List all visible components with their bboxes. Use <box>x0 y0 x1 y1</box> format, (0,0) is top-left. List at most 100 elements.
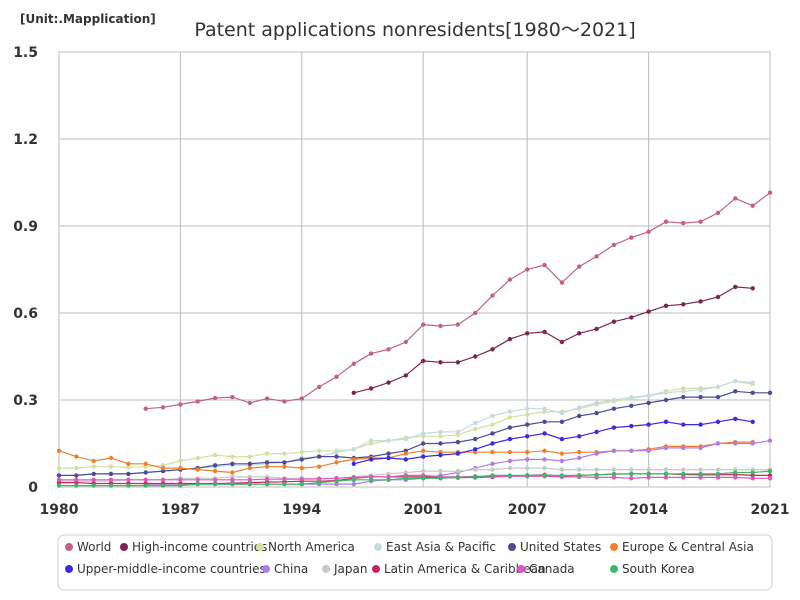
data-point <box>646 393 651 398</box>
data-point <box>594 410 599 416</box>
data-point <box>611 406 617 411</box>
data-point <box>594 467 599 472</box>
data-point <box>611 397 617 403</box>
data-point <box>403 457 408 462</box>
data-point <box>629 448 634 453</box>
data-point <box>490 473 495 478</box>
data-point <box>56 465 62 471</box>
legend-item: South Korea <box>610 562 695 576</box>
series-line <box>59 467 770 482</box>
data-point <box>698 467 703 472</box>
data-point <box>507 473 513 478</box>
y-tick-label: 0 <box>28 480 38 496</box>
data-point <box>646 448 651 453</box>
data-point <box>230 394 235 400</box>
x-tick-label: 1987 <box>161 502 200 518</box>
data-point <box>577 434 582 439</box>
data-point <box>455 451 461 456</box>
data-point <box>126 483 131 488</box>
data-point <box>646 422 651 427</box>
legend-marker <box>372 565 380 573</box>
data-point <box>577 413 582 419</box>
legend-marker <box>65 543 73 551</box>
data-point <box>473 354 478 359</box>
data-point <box>629 471 634 477</box>
data-point <box>421 454 426 459</box>
data-point <box>368 457 374 462</box>
data-point <box>733 470 738 475</box>
legend-label: World <box>77 540 111 554</box>
data-point <box>611 425 617 430</box>
data-point <box>160 465 166 471</box>
data-point <box>108 455 114 461</box>
data-point <box>351 447 356 452</box>
data-point <box>143 461 148 466</box>
data-point <box>247 465 252 471</box>
data-point <box>698 387 703 393</box>
data-point <box>507 409 513 414</box>
data-point <box>230 461 235 466</box>
data-point <box>490 413 495 419</box>
data-point <box>455 468 461 474</box>
data-point <box>264 481 270 487</box>
x-tick-label: 2014 <box>629 502 668 518</box>
data-point <box>681 394 686 400</box>
data-point <box>490 347 495 352</box>
data-point <box>681 467 686 472</box>
data-point <box>663 219 669 224</box>
data-point <box>559 410 565 416</box>
data-point <box>646 400 651 406</box>
data-point <box>264 477 270 482</box>
data-point <box>663 303 669 308</box>
data-point <box>91 458 96 464</box>
data-point <box>299 481 304 487</box>
data-point <box>178 483 183 488</box>
data-point <box>559 280 565 285</box>
data-point <box>212 463 218 468</box>
y-axis: 0 0.3 0.6 0.9 1.2 1.5 <box>13 45 38 496</box>
chart-title: Patent applications nonresidents[1980～20… <box>194 19 635 41</box>
data-point <box>507 415 513 420</box>
x-tick-label: 2021 <box>751 502 790 518</box>
data-point <box>230 454 235 459</box>
data-point <box>438 468 443 474</box>
data-point <box>559 458 565 464</box>
x-tick-label: 2001 <box>404 502 443 518</box>
data-point <box>473 474 478 480</box>
data-point <box>438 360 443 365</box>
data-point <box>126 461 131 466</box>
series-world <box>143 190 773 411</box>
legend-item: Japan <box>322 562 367 576</box>
data-point <box>629 467 634 472</box>
data-point <box>646 229 651 234</box>
data-point <box>698 471 703 477</box>
data-point <box>715 294 721 300</box>
legend-marker <box>374 543 382 551</box>
data-point <box>542 406 547 411</box>
legend-item: World <box>65 540 111 554</box>
series-line <box>59 390 770 476</box>
legend-label: Japan <box>333 562 367 576</box>
legend-marker <box>517 565 525 573</box>
legend-label: High-income countries <box>132 540 267 554</box>
data-point <box>473 421 478 426</box>
data-point <box>212 468 218 474</box>
data-point <box>473 310 478 316</box>
legend-label: Latin America & Caribbean <box>384 562 546 576</box>
data-point <box>611 471 617 477</box>
legend: World High-income countries North America E… <box>57 534 773 591</box>
data-point <box>542 473 547 478</box>
data-point <box>403 476 408 481</box>
data-point <box>490 467 495 472</box>
data-point <box>698 422 703 427</box>
data-point <box>334 479 339 484</box>
legend-label: Canada <box>529 562 575 576</box>
data-point <box>507 336 513 342</box>
legend-item: Upper-middle-income countries <box>65 562 266 576</box>
data-point <box>421 358 426 364</box>
data-point <box>733 284 738 290</box>
data-point <box>368 351 374 356</box>
data-point <box>91 471 96 477</box>
data-point <box>577 331 582 336</box>
data-point <box>143 406 148 411</box>
